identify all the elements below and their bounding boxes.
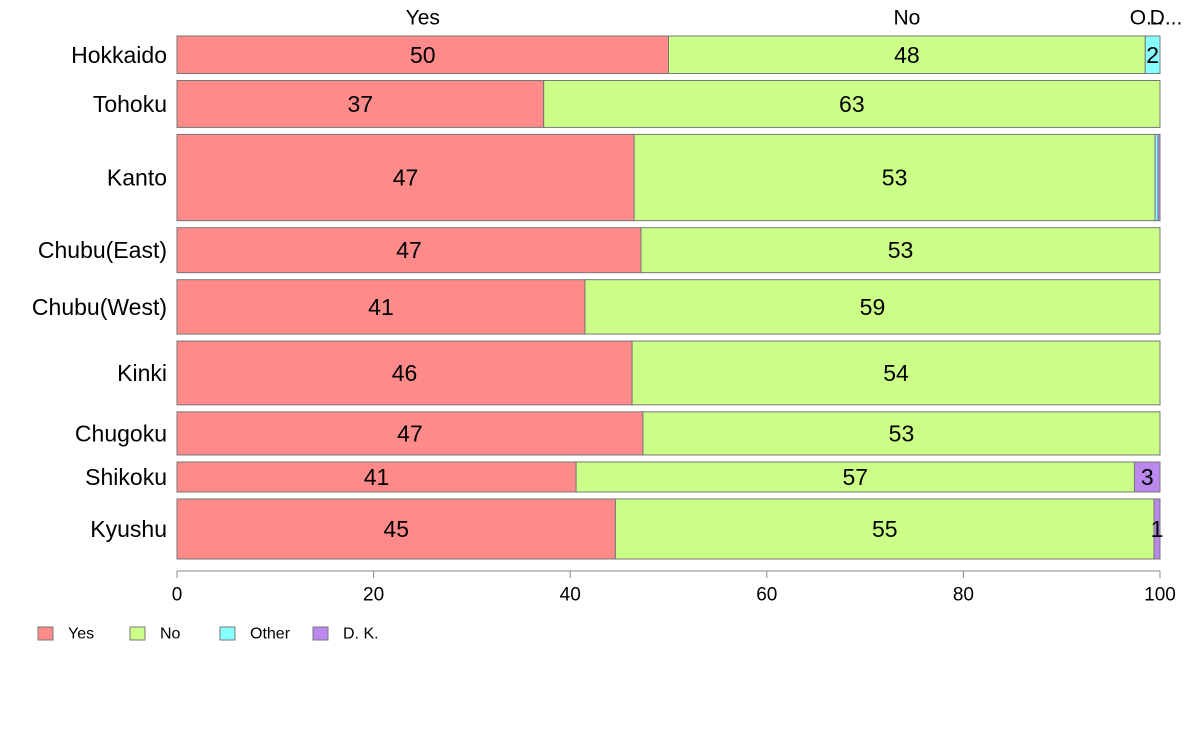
x-tick-label: 20 <box>363 585 384 606</box>
data-label: 48 <box>894 42 920 68</box>
bar-segment <box>614 498 1155 560</box>
x-tick-label: 0 <box>172 585 183 606</box>
data-label: 47 <box>393 165 419 191</box>
data-label: 50 <box>410 42 436 68</box>
data-label: 41 <box>364 464 390 490</box>
data-label: 57 <box>842 464 868 490</box>
top-category-label: O... <box>1130 7 1164 30</box>
category-label: Shikoku <box>85 464 167 490</box>
legend-label: No <box>160 626 181 643</box>
bar-segment <box>176 279 586 335</box>
x-tick-label: 80 <box>953 585 974 606</box>
data-label: 63 <box>839 91 865 117</box>
x-tick-label: 60 <box>756 585 777 606</box>
data-label: 37 <box>348 91 374 117</box>
bar-segment <box>668 35 1146 75</box>
data-label: 1 <box>1151 516 1164 542</box>
bar-segment <box>176 227 642 274</box>
bar-segment <box>176 80 545 128</box>
category-label: Chugoku <box>75 420 167 446</box>
data-label: 53 <box>882 165 908 191</box>
data-label: 45 <box>383 516 409 542</box>
bar-segment <box>176 133 635 222</box>
x-tick-label: 100 <box>1144 585 1176 606</box>
category-label: Chubu(West) <box>32 294 167 320</box>
category-label: Tohoku <box>93 91 167 117</box>
legend-label: D. K. <box>343 626 379 643</box>
legend-swatch <box>219 626 236 641</box>
data-label: 53 <box>888 237 914 263</box>
data-label: 47 <box>397 420 423 446</box>
data-label: 47 <box>396 237 422 263</box>
data-label: 54 <box>883 360 909 386</box>
data-label: 41 <box>368 294 394 320</box>
data-label: 55 <box>872 516 898 542</box>
legend-label: Other <box>250 626 291 643</box>
bar-segment <box>642 411 1161 456</box>
category-label: Hokkaido <box>71 42 167 68</box>
data-label: 59 <box>860 294 886 320</box>
data-label: 53 <box>889 420 915 446</box>
category-label: Kanto <box>107 165 167 191</box>
data-label: 3 <box>1141 464 1154 490</box>
category-label: Chubu(East) <box>38 237 167 263</box>
bar-segment <box>1153 498 1161 560</box>
bar-segment <box>575 461 1135 493</box>
category-label: Kinki <box>117 360 167 386</box>
bar-segment <box>584 279 1161 335</box>
x-tick-label: 40 <box>560 585 581 606</box>
bar-segment <box>1133 461 1161 493</box>
legend-swatch <box>37 626 54 641</box>
legend-swatch <box>129 626 146 641</box>
bar-segment <box>176 498 616 560</box>
bar-segment <box>1144 35 1161 75</box>
data-label: 46 <box>392 360 418 386</box>
top-category-label: D... <box>1150 7 1183 30</box>
bar-segment <box>543 80 1161 128</box>
top-category-label: Yes <box>406 7 440 30</box>
bar-segment <box>631 340 1161 406</box>
bar-segment <box>1157 133 1161 222</box>
legend-swatch <box>312 626 329 641</box>
bar-segment <box>640 227 1161 274</box>
legend-label: Yes <box>68 626 94 643</box>
bar-segment <box>176 35 669 75</box>
data-label: 2 <box>1146 42 1159 68</box>
top-category-label: No <box>893 7 920 30</box>
category-label: Kyushu <box>90 516 167 542</box>
bar-segment <box>176 340 633 406</box>
bar-segment <box>633 133 1156 222</box>
